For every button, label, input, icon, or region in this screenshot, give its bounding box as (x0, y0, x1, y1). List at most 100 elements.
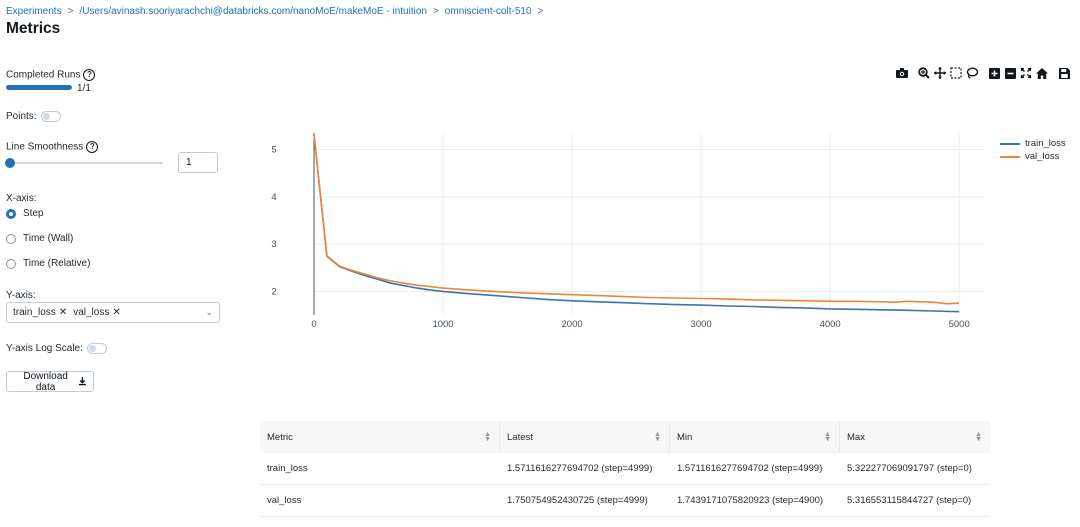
legend-label: train_loss (1025, 138, 1066, 149)
x-tick-label: 4000 (820, 319, 841, 330)
table-cell: 1.5711616277694702 (step=4999) (507, 463, 653, 474)
table-cell: 5.316553115844727 (step=0) (847, 495, 972, 506)
x-tick-label: 2000 (562, 319, 583, 330)
x-axis-label: X-axis: (6, 193, 37, 204)
completed-runs-progress-fill (6, 85, 72, 90)
metrics-line-chart[interactable]: 0 1000 2000 3000 4000 5000 2 3 4 5 (250, 128, 990, 338)
toggle-knob (88, 345, 96, 352)
legend-item-val-loss[interactable]: val_loss (1000, 150, 1066, 163)
table-header: Metric ▲ ▼ Latest ▲ ▼ Min ▲ ▼ Max ▲ ▼ (260, 421, 990, 453)
line-smoothness-label: Line Smoothness (6, 141, 84, 153)
chevron-down-icon[interactable]: ⌄ (205, 307, 213, 317)
sort-icon[interactable]: ▲ ▼ (824, 431, 831, 443)
download-data-label: Download data (23, 370, 68, 393)
x-axis-option-time-relative[interactable]: Time (Relative) (6, 258, 90, 269)
column-header-label: Min (677, 431, 693, 443)
x-axis-option-label: Time (Wall) (23, 233, 74, 244)
column-header-min[interactable]: Min ▲ ▼ (670, 421, 840, 453)
y-tick-label: 5 (271, 145, 276, 156)
x-axis-option-step[interactable]: Step (6, 208, 44, 219)
x-axis-option-time-wall[interactable]: Time (Wall) (6, 233, 73, 244)
radio-button[interactable] (6, 233, 16, 244)
metrics-table: Metric ▲ ▼ Latest ▲ ▼ Min ▲ ▼ Max ▲ ▼ train_loss… (260, 421, 990, 517)
completed-runs-progress-bar (6, 85, 72, 90)
line-smoothness-input[interactable] (178, 152, 218, 173)
x-tick-label: 5000 (949, 319, 970, 330)
table-cell: 1.750754952430725 (step=4999) (507, 495, 648, 506)
y-axis-select[interactable]: train_loss ✕ val_loss ✕ ⌄ (6, 302, 220, 323)
reset-axes-icon[interactable] (1036, 67, 1048, 79)
radio-button[interactable] (6, 258, 16, 269)
y-axis-log-scale-label: Y-axis Log Scale: (6, 343, 83, 355)
lasso-select-icon[interactable] (966, 67, 978, 79)
points-toggle[interactable] (40, 111, 61, 122)
points-row: Points: (6, 111, 61, 122)
x-tick-label: 1000 (432, 319, 453, 330)
sort-icon[interactable]: ▲ ▼ (484, 431, 491, 443)
zoom-in-icon[interactable] (988, 67, 1000, 79)
pan-icon[interactable] (934, 67, 946, 79)
series-line-val-loss (313, 134, 960, 305)
legend-swatch (1000, 155, 1020, 158)
sort-icon[interactable]: ▲ ▼ (975, 431, 982, 443)
remove-tag-icon[interactable]: ✕ (112, 307, 121, 318)
column-header-label: Metric (267, 431, 293, 443)
completed-runs-label: Completed Runs (6, 69, 81, 81)
column-header-max[interactable]: Max ▲ ▼ (840, 421, 990, 453)
radio-button[interactable] (6, 208, 16, 219)
save-icon[interactable] (1058, 67, 1070, 79)
y-axis-log-scale-row: Y-axis Log Scale: (6, 343, 107, 354)
x-axis-option-label: Step (23, 208, 44, 219)
completed-runs-label-row: Completed Runs? (6, 69, 96, 81)
breadcrumb-separator: > (67, 6, 74, 17)
tag-label: val_loss (73, 307, 110, 318)
breadcrumb-separator: > (432, 6, 439, 17)
line-smoothness-slider-track[interactable] (9, 162, 163, 164)
breadcrumb-separator: > (537, 6, 544, 17)
table-cell: 1.5711616277694702 (step=4999) (677, 463, 823, 474)
camera-icon[interactable] (896, 67, 908, 79)
points-label: Points: (6, 111, 37, 123)
table-row: val_loss 1.750754952430725 (step=4999) 1… (260, 485, 990, 517)
x-axis-option-label: Time (Relative) (23, 258, 91, 269)
help-icon[interactable]: ? (86, 141, 99, 153)
legend-item-train-loss[interactable]: train_loss (1000, 137, 1066, 150)
sort-icon[interactable]: ▲ ▼ (654, 431, 661, 443)
column-header-metric[interactable]: Metric ▲ ▼ (260, 421, 500, 453)
y-tick-label: 2 (271, 286, 276, 297)
zoom-icon[interactable] (918, 67, 930, 79)
column-header-label: Max (847, 431, 865, 443)
y-tick-label: 3 (271, 239, 276, 250)
breadcrumb: Experiments > /Users/avinash.sooriyarachch… (6, 6, 549, 17)
table-cell: 1.7439171075820923 (step=4900) (677, 495, 824, 506)
breadcrumb-experiment-path[interactable]: /Users/avinash.sooriyarachchi@databricks… (79, 6, 427, 17)
help-icon[interactable]: ? (83, 69, 96, 81)
download-icon (79, 377, 87, 386)
y-axis-tag-train-loss: train_loss ✕ (13, 307, 67, 318)
x-tick-label: 3000 (691, 319, 712, 330)
breadcrumb-run-name[interactable]: omniscient-colt-510 (444, 6, 532, 17)
table-cell: val_loss (267, 495, 302, 506)
column-header-latest[interactable]: Latest ▲ ▼ (500, 421, 670, 453)
y-axis-tag-val-loss: val_loss ✕ (73, 307, 121, 318)
table-cell: train_loss (267, 463, 308, 474)
box-select-icon[interactable] (950, 67, 962, 79)
zoom-out-icon[interactable] (1004, 67, 1016, 79)
completed-runs-count: 1/1 (77, 83, 91, 94)
series-line-train-loss (313, 134, 960, 313)
toggle-knob (42, 113, 50, 120)
remove-tag-icon[interactable]: ✕ (58, 307, 68, 318)
chart-legend: train_loss val_loss (1000, 137, 1066, 163)
x-tick-label: 0 (311, 319, 316, 330)
page-title: Metrics (6, 20, 61, 37)
column-header-label: Latest (507, 431, 533, 443)
breadcrumb-experiments[interactable]: Experiments (6, 6, 62, 17)
tag-label: train_loss (13, 307, 56, 318)
y-axis-log-scale-toggle[interactable] (86, 343, 107, 354)
line-smoothness-slider-handle[interactable] (5, 158, 15, 168)
download-data-button[interactable]: Download data (6, 370, 94, 393)
legend-label: val_loss (1025, 151, 1060, 162)
autoscale-icon[interactable] (1020, 67, 1032, 79)
y-axis-label: Y-axis: (6, 290, 36, 301)
table-row: train_loss 1.5711616277694702 (step=4999… (260, 453, 990, 485)
